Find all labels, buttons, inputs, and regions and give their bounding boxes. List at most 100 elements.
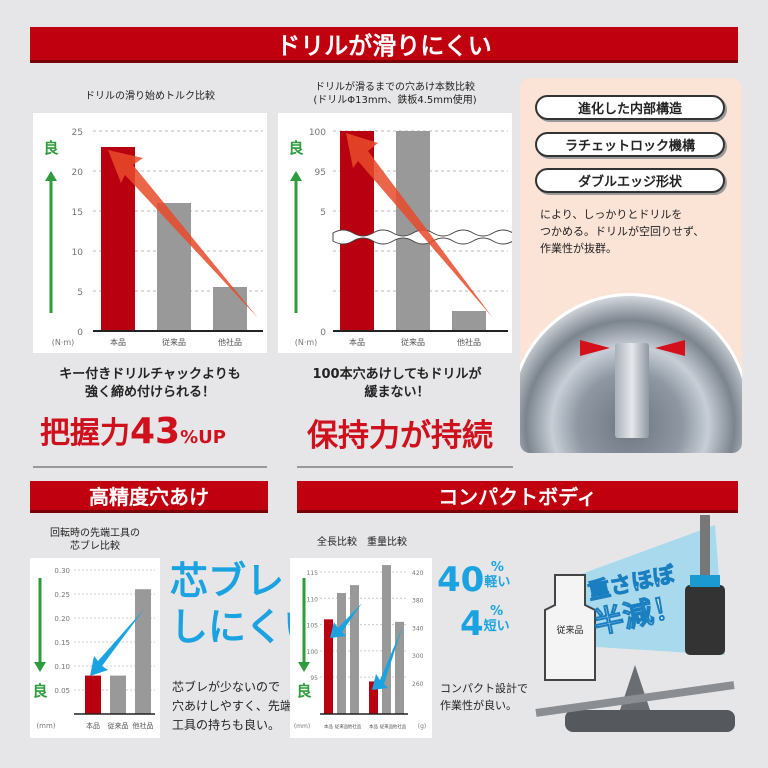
chuck-jaw-icon bbox=[615, 343, 649, 438]
chuck-collar bbox=[690, 575, 720, 587]
y-tick-label: 0 bbox=[77, 328, 83, 338]
x-tick-label: 本品 bbox=[324, 723, 333, 730]
feature-pill: 進化した内部構造 bbox=[535, 95, 725, 120]
caption-line: 強く締め付けられる！ bbox=[84, 385, 215, 400]
bar bbox=[350, 585, 359, 714]
stat-unit: % bbox=[490, 604, 504, 619]
y-tick-label: 0 bbox=[320, 328, 326, 338]
features-description: により、しっかりとドリルを つかめる。ドリルが空回りせず、 作業性が抜群。 bbox=[540, 206, 740, 257]
headline-number: 43 bbox=[130, 411, 181, 452]
x-tick-label: 本品 bbox=[349, 337, 365, 347]
precision-description: 芯ブレが少ないので 穴あけしやすく、先端 工具の持ちも良い。 bbox=[172, 678, 292, 735]
y-tick-label-right: 340 bbox=[412, 625, 424, 632]
y-tick-label: 0.10 bbox=[54, 663, 70, 671]
precision-banner: 高精度穴あけ bbox=[30, 481, 268, 513]
y-unit-label: (mm) bbox=[36, 722, 55, 730]
y-unit-label: (N·m) bbox=[295, 338, 318, 347]
chart4-title: 全長比較 重量比較 bbox=[317, 537, 407, 548]
y-unit-label: (N·m) bbox=[52, 338, 75, 347]
stat-number: 4 bbox=[460, 604, 484, 644]
y-tick-label: 95 bbox=[315, 168, 326, 178]
bar bbox=[395, 621, 404, 714]
chart4: 95 100 105 110 115 260 300 340 380 420 本品 従来品 他社品 本品従… bbox=[290, 558, 432, 738]
y-tick-label-left: 100 bbox=[307, 649, 319, 656]
red-pointer-right-icon bbox=[655, 340, 685, 356]
arrowhead-icon bbox=[298, 662, 310, 672]
x-tick-label: 従来品 bbox=[108, 721, 129, 730]
desc-line: 穴あけしやすく、先端 bbox=[172, 699, 292, 713]
big-line: 芯ブレ bbox=[170, 559, 285, 603]
y-tick-label: 0.25 bbox=[54, 591, 70, 599]
stat-number: 40 bbox=[437, 560, 485, 600]
bar bbox=[452, 311, 486, 331]
new-chuck-icon bbox=[685, 585, 725, 655]
precision-banner-title: 高精度穴あけ bbox=[89, 485, 209, 509]
lighter-stat: 40% 軽い bbox=[437, 560, 510, 600]
y-tick-label: 15 bbox=[72, 208, 83, 218]
good-label: 良 bbox=[43, 139, 58, 157]
y-tick-label: 25 bbox=[72, 128, 83, 138]
x-tick-label: 他社品 bbox=[218, 337, 242, 347]
x-tick-label: 本品 bbox=[110, 337, 126, 347]
top-banner: ドリルが滑りにくい bbox=[30, 27, 738, 63]
arrowhead-icon bbox=[45, 171, 57, 181]
y-tick-label-left: 95 bbox=[310, 675, 318, 682]
hold-headline: 保持力が持続 bbox=[307, 418, 493, 454]
x-tick-label: 従来品 bbox=[380, 723, 394, 730]
divider bbox=[33, 466, 267, 468]
caption-line: キー付きドリルチャックよりも bbox=[59, 367, 241, 382]
x-tick-label: 本品 bbox=[86, 721, 100, 730]
y-tick-label: 0.30 bbox=[54, 567, 70, 575]
y-tick-label-right: 260 bbox=[412, 681, 424, 688]
chart1-title: ドリルの滑り始めトルク比較 bbox=[85, 91, 215, 102]
x-tick-label: 他社品 bbox=[393, 723, 407, 730]
x-tick-label: 従来品 bbox=[162, 337, 186, 347]
chart3: 0.05 0.10 0.15 0.20 0.25 0.30 本品 従来品 他社品 (mm) 良 bbox=[30, 558, 160, 738]
y-unit-label-left: (mm) bbox=[294, 723, 310, 730]
grip-headline: 把握力43%UP bbox=[40, 408, 270, 452]
x-tick-label: 他社品 bbox=[348, 723, 362, 730]
drill-bit bbox=[700, 515, 710, 575]
desc-line: により、しっかりとドリルを bbox=[540, 208, 683, 221]
y-tick-label: 0.05 bbox=[54, 687, 70, 695]
stat-word: 軽い bbox=[484, 575, 511, 590]
arrowhead-icon bbox=[290, 171, 302, 181]
chart3-title: 回転時の先端工具の 芯ブレ比較 bbox=[30, 527, 160, 553]
desc-line: 作業性が抜群。 bbox=[540, 242, 617, 255]
bar bbox=[337, 593, 346, 714]
stat-unit: % bbox=[490, 560, 504, 575]
y-tick-label: 5 bbox=[320, 208, 326, 218]
stat-word: 短い bbox=[483, 619, 510, 634]
caption-line: 100本穴あけしてもドリルが bbox=[312, 367, 482, 382]
shorter-stat: 4% 短い bbox=[460, 604, 510, 644]
bar bbox=[85, 675, 101, 714]
scale-beam bbox=[535, 681, 735, 717]
red-arrow-icon bbox=[108, 150, 258, 318]
compact-banner: コンパクトボディ bbox=[297, 481, 738, 513]
chart3-title-text: 回転時の先端工具の bbox=[50, 528, 140, 539]
bar bbox=[324, 619, 333, 714]
desc-line: コンパクト設計で bbox=[440, 682, 528, 695]
bar bbox=[110, 675, 126, 714]
arrowhead-icon bbox=[34, 662, 46, 672]
scale-base bbox=[565, 710, 735, 732]
desc-line: 工具の持ちも良い。 bbox=[172, 718, 281, 732]
y-tick-label-left: 115 bbox=[307, 570, 319, 577]
red-pointer-left-icon bbox=[580, 340, 610, 356]
y-tick-label-right: 380 bbox=[412, 598, 424, 605]
x-tick-label: 本品 bbox=[369, 723, 378, 730]
compact-description: コンパクト設計で 作業性が良い。 bbox=[440, 680, 528, 714]
desc-line: つかめる。ドリルが空回りせず、 bbox=[540, 225, 705, 238]
chart2-subtitle: (ドリルΦ13mm、鉄板4.5mm使用) bbox=[313, 95, 477, 106]
old-chuck-icon bbox=[544, 574, 596, 681]
bar bbox=[213, 287, 247, 331]
chart3-subtitle: 芯ブレ比較 bbox=[70, 541, 120, 552]
old-chuck-label: 従来品 bbox=[556, 624, 583, 636]
chart2-title-text: ドリルが滑るまでの穴あけ本数比較 bbox=[315, 82, 475, 93]
y-tick-label: 0.20 bbox=[54, 615, 70, 623]
top-banner-title: ドリルが滑りにくい bbox=[276, 32, 492, 60]
blue-arrow-icon bbox=[90, 608, 145, 676]
divider bbox=[297, 466, 513, 468]
good-label: 良 bbox=[288, 139, 303, 157]
x-tick-label: 従来品 bbox=[335, 723, 349, 730]
